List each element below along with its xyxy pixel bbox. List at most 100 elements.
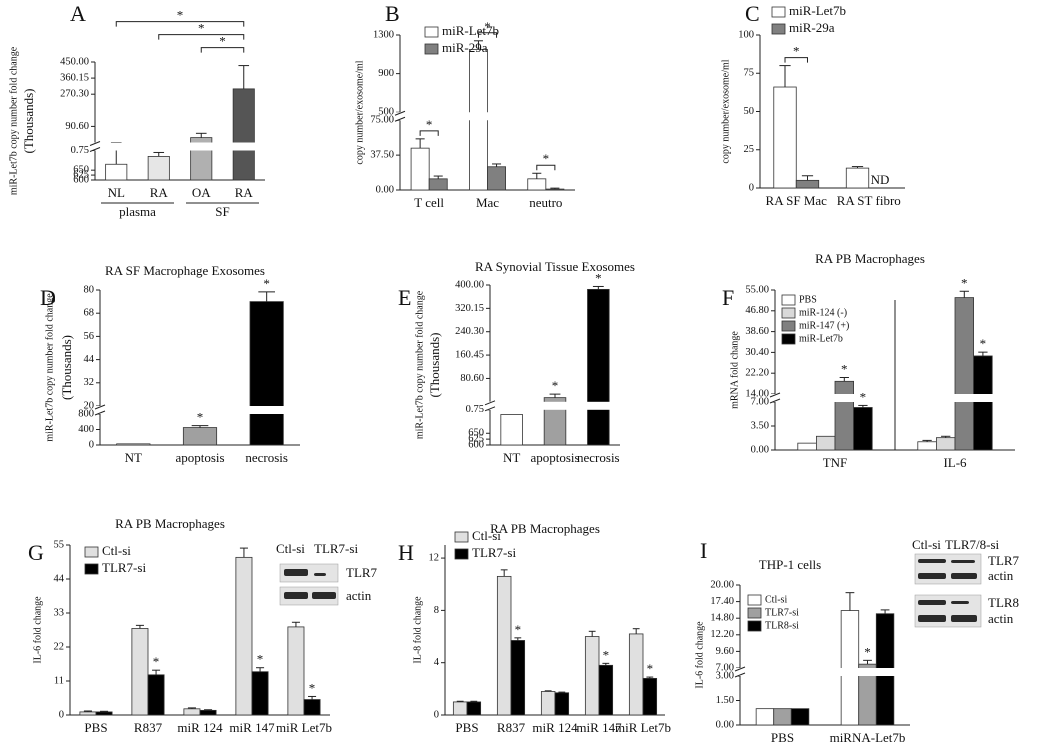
bar (232, 88, 255, 181)
annotation: * (647, 661, 654, 676)
annotation: * (543, 151, 550, 166)
x-tick-label: necrosis (245, 450, 288, 465)
annotation: * (841, 361, 848, 376)
y-tick-label: 0.75 (466, 404, 484, 415)
y-axis-label: mRNA fold change (729, 331, 740, 409)
x-tick-label: PBS (771, 730, 794, 745)
y-tick-label: 650 (468, 428, 484, 439)
legend-label: miR-29a (789, 20, 835, 35)
legend-label: miR-124 (-) (799, 307, 847, 318)
y-tick-label: 68 (84, 308, 95, 319)
bar (840, 610, 860, 726)
bar (834, 380, 855, 451)
annotation: * (257, 652, 264, 667)
annotation: * (793, 44, 800, 59)
legend-swatch (424, 43, 439, 55)
bar (816, 435, 836, 451)
group-label: plasma (119, 204, 156, 219)
y-tick-label: 30.40 (745, 347, 769, 358)
significance-bracket (477, 32, 498, 38)
panel-letter: F (722, 285, 734, 310)
blot-band (918, 600, 946, 605)
panel-letter: B (385, 1, 400, 26)
y-tick-label: 4 (434, 657, 440, 668)
y-axis-label: copy number/exosome/ml (354, 60, 365, 164)
legend-label: TLR7-si (472, 545, 516, 560)
bar (527, 178, 547, 191)
blot-band (951, 601, 969, 604)
blot-band (284, 569, 308, 576)
legend-swatch (781, 294, 796, 306)
bar (105, 163, 128, 181)
inset-label: TLR7 (988, 553, 1020, 568)
x-tick-label: miR 124 (532, 720, 578, 735)
y-tick-label: 600 (73, 174, 89, 185)
significance-bracket (784, 57, 808, 63)
annotation: * (263, 276, 270, 291)
y-tick-label: 14.80 (710, 613, 734, 624)
inset-label: actin (346, 588, 372, 603)
annotation: * (219, 34, 226, 49)
bar (183, 708, 201, 716)
bar (116, 443, 151, 446)
y-tick-label: 0.00 (376, 184, 394, 195)
axis-break (734, 668, 910, 676)
y-tick-label: 50 (744, 106, 755, 117)
legend-swatch (781, 333, 796, 345)
y-tick-label: 80.60 (460, 373, 484, 384)
blot (279, 563, 339, 583)
legend-swatch (454, 548, 469, 560)
x-tick-label: apoptosis (530, 450, 579, 465)
panel-letter: H (398, 540, 414, 565)
inset-label: actin (988, 568, 1014, 583)
y-tick-label: 44 (54, 573, 65, 584)
panel-title: RA Synovial Tissue Exosomes (475, 259, 635, 274)
annotation: * (515, 622, 522, 637)
break-mark (734, 666, 746, 672)
y-tick-label: 90.60 (65, 121, 89, 132)
legend-swatch (747, 620, 762, 632)
break-mark (769, 392, 781, 398)
bar (845, 167, 870, 189)
y-axis-label: IL-6 fold change (694, 621, 705, 689)
annotation: * (177, 8, 184, 23)
bar (147, 155, 170, 181)
break-mark (394, 116, 406, 122)
y-tick-label: 0.75 (71, 145, 89, 156)
x-tick-label: TNF (823, 455, 848, 470)
annotation: * (980, 336, 987, 351)
y-tick-label: 7.00 (716, 662, 734, 673)
y-tick-label: 160.45 (455, 349, 484, 360)
legend-swatch (84, 546, 99, 558)
annotation: * (552, 378, 559, 393)
x-tick-label: necrosis (577, 450, 620, 465)
y-tick-label: 625 (468, 434, 484, 445)
y-tick-label: 20 (84, 400, 95, 411)
legend-swatch (454, 531, 469, 543)
blot (914, 553, 982, 585)
significance-bracket (158, 34, 245, 40)
legend-swatch (781, 307, 796, 319)
bar (428, 178, 448, 191)
legend-label: miR-147 (+) (799, 320, 849, 331)
x-tick-label: NT (503, 450, 520, 465)
annotation: * (603, 647, 610, 662)
blot (914, 594, 982, 628)
annotation: * (860, 389, 867, 404)
break-mark (94, 404, 106, 410)
panel-letter: E (398, 285, 411, 310)
bar (487, 166, 506, 191)
blot (279, 586, 339, 606)
x-tick-label: RA (235, 185, 254, 200)
break-mark (89, 141, 101, 146)
x-tick-label: NT (125, 450, 142, 465)
y-tick-label: 0.00 (751, 444, 769, 455)
legend-label: Ctl-si (765, 594, 787, 605)
x-tick-label: neutro (529, 195, 562, 210)
y-tick-label: 1300 (373, 29, 394, 40)
annotation: * (864, 644, 871, 659)
bar (147, 674, 165, 716)
y-tick-label: 360.15 (60, 73, 89, 84)
x-tick-label: IL-6 (943, 455, 967, 470)
